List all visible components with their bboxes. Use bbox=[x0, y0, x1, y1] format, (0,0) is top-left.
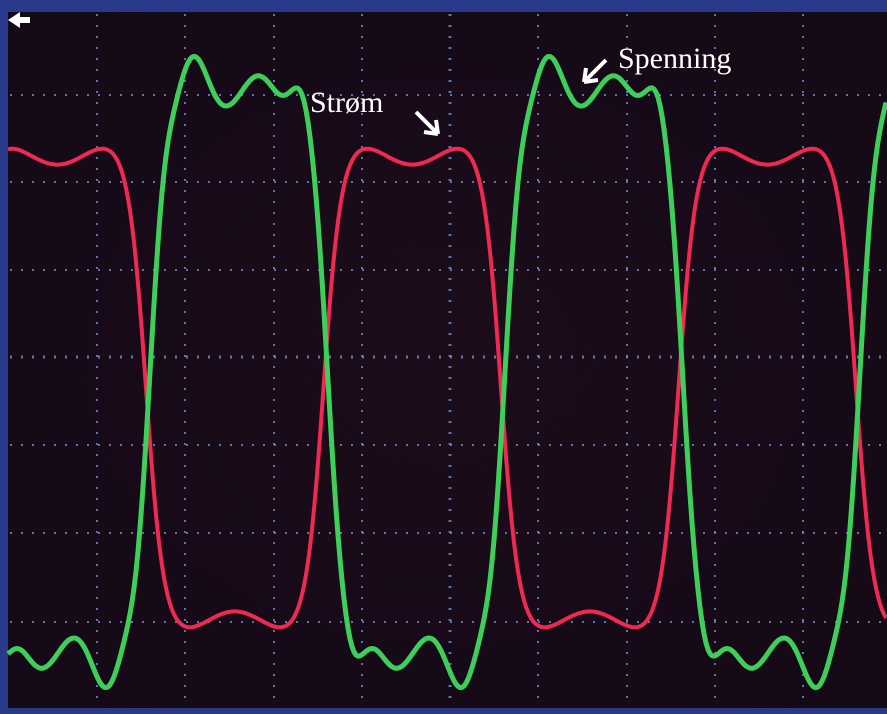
trigger-marker bbox=[8, 12, 30, 28]
current-trace bbox=[7, 146, 887, 630]
current-arrow bbox=[414, 110, 440, 136]
voltage-arrow bbox=[582, 58, 608, 84]
voltage-trace bbox=[6, 53, 887, 691]
voltage-label: Spenning bbox=[618, 42, 731, 75]
current-label: Strøm bbox=[310, 86, 383, 119]
screen bbox=[8, 12, 887, 708]
